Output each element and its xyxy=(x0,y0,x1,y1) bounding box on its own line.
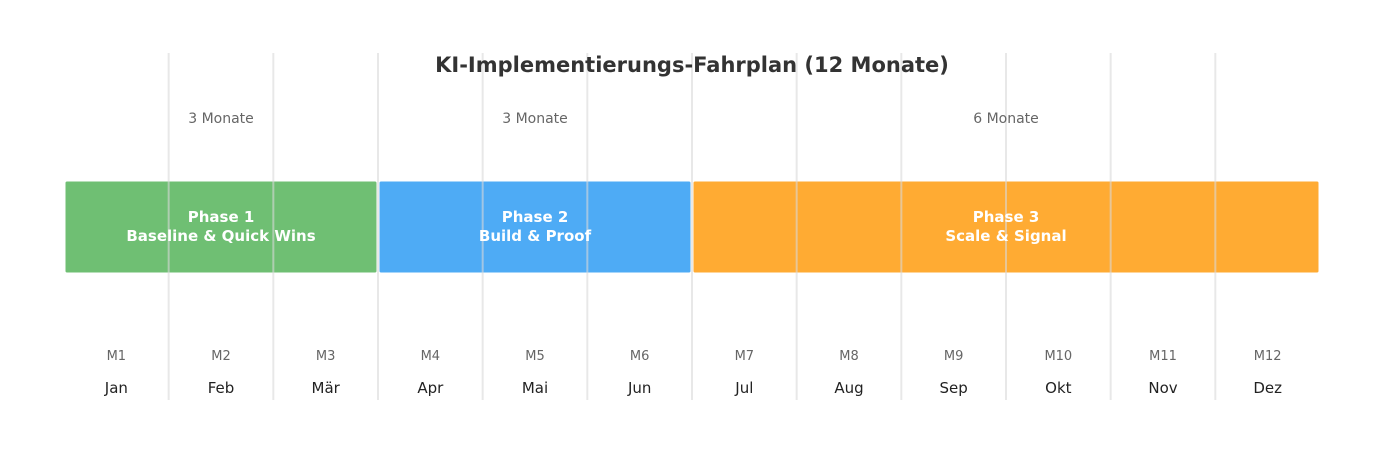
month-name-4: Apr xyxy=(417,379,444,397)
month-code-12: M12 xyxy=(1254,349,1282,364)
month-name-2: Feb xyxy=(208,379,235,397)
phase-label-1-title: Phase 1 xyxy=(188,208,255,226)
month-name-11: Nov xyxy=(1148,379,1177,397)
month-name-5: Mai xyxy=(522,379,548,397)
month-code-6: M6 xyxy=(630,349,650,364)
month-code-7: M7 xyxy=(735,349,755,364)
month-name-1: Jan xyxy=(104,379,128,397)
phase-label-2-title: Phase 2 xyxy=(502,208,569,226)
month-code-1: M1 xyxy=(107,349,127,364)
month-code-5: M5 xyxy=(525,349,545,364)
month-name-7: Jul xyxy=(734,379,753,397)
phase-label-3-subtitle: Scale & Signal xyxy=(945,227,1066,245)
phase-duration-2: 3 Monate xyxy=(502,111,568,127)
month-name-12: Dez xyxy=(1253,379,1282,397)
month-name-9: Sep xyxy=(940,379,968,397)
month-code-8: M8 xyxy=(839,349,859,364)
phase-label-2-subtitle: Build & Proof xyxy=(479,227,592,245)
phase-duration-3: 6 Monate xyxy=(973,111,1039,127)
phase-label-3-title: Phase 3 xyxy=(973,208,1040,226)
chart-title: KI-Implementierungs-Fahrplan (12 Monate) xyxy=(435,53,949,77)
month-code-11: M11 xyxy=(1149,349,1177,364)
month-code-3: M3 xyxy=(316,349,336,364)
month-code-9: M9 xyxy=(944,349,964,364)
month-code-10: M10 xyxy=(1044,349,1072,364)
phase-label-1-subtitle: Baseline & Quick Wins xyxy=(126,227,315,245)
month-name-6: Jun xyxy=(627,379,651,397)
month-code-4: M4 xyxy=(421,349,441,364)
month-code-2: M2 xyxy=(211,349,231,364)
month-name-8: Aug xyxy=(834,379,863,397)
month-gridlines xyxy=(167,53,1217,400)
month-name-3: Mär xyxy=(312,379,341,397)
phase-duration-1: 3 Monate xyxy=(188,111,254,127)
month-name-10: Okt xyxy=(1045,379,1071,397)
